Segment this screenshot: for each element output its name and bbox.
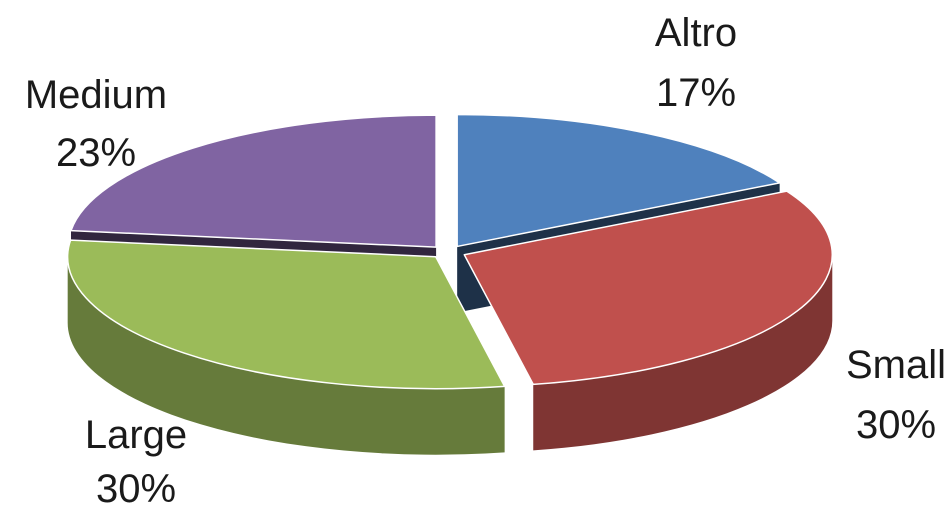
label-value-altro: 17% [656,71,736,115]
slice-side-small [533,254,833,451]
pie-tops [66,113,834,390]
slice-altro [456,113,781,248]
label-name-altro: Altro [655,11,737,55]
slice-medium [70,114,437,248]
label-value-small: 30% [856,403,936,447]
slice-side-large [67,256,505,455]
slice-large [66,239,506,390]
label-value-large: 30% [96,467,176,506]
label-name-medium: Medium [25,73,167,117]
slice-small [463,190,834,386]
label-name-small: Small [846,343,946,387]
label-value-medium: 23% [56,131,136,175]
label-name-large: Large [85,413,187,457]
